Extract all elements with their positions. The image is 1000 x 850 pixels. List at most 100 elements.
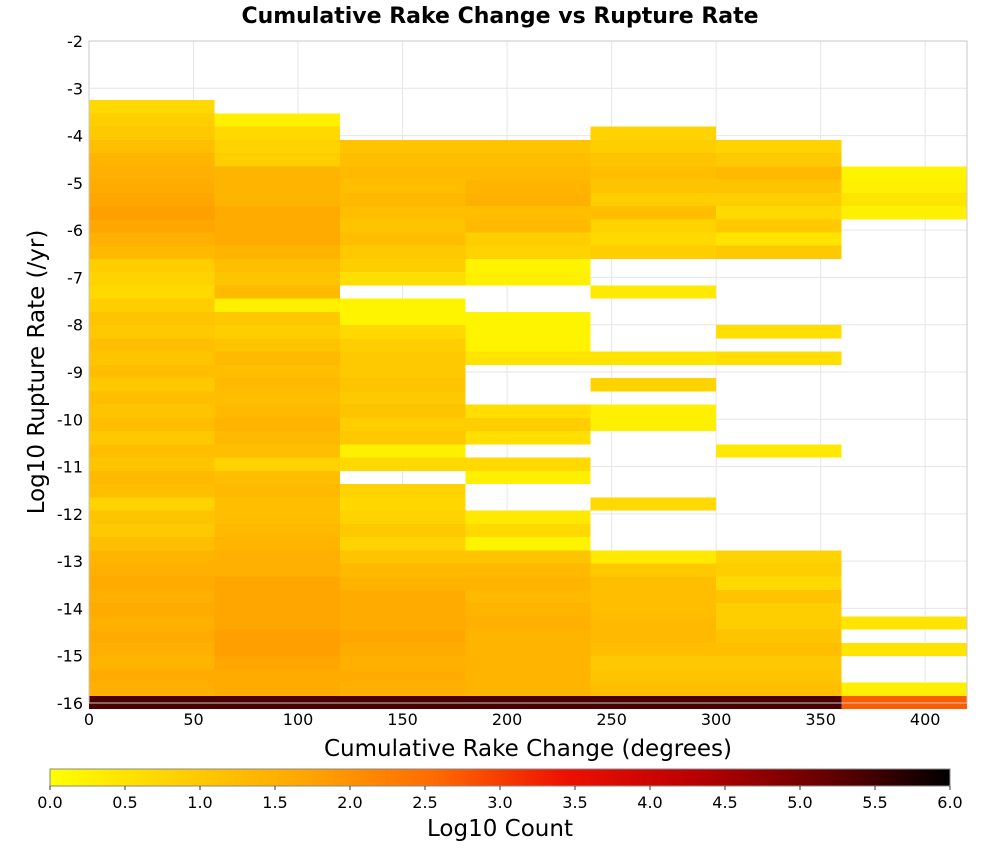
heatmap-cell [214, 338, 340, 352]
colorbar-tick-label: 3.5 [562, 793, 587, 812]
heatmap-cell [214, 563, 340, 577]
heatmap-cell [465, 404, 591, 418]
x-axis-label: Cumulative Rake Change (degrees) [324, 736, 732, 762]
heatmap-cell [465, 166, 591, 180]
heatmap-cell [89, 272, 215, 286]
y-axis-label: Log10 Rupture Rate (/yr) [24, 230, 50, 515]
heatmap-cell [214, 378, 340, 392]
heatmap-cell [465, 272, 591, 286]
heatmap-cell [590, 497, 717, 511]
heatmap-cell [339, 523, 466, 538]
y-tick-label: -15 [57, 647, 83, 666]
heatmap-cell [214, 298, 340, 312]
heatmap-cell [339, 272, 466, 286]
heatmap-cell [465, 616, 591, 630]
heatmap-cell [590, 179, 717, 193]
heatmap-cell [716, 179, 842, 193]
heatmap-cell [214, 484, 340, 498]
heatmap-cell [89, 589, 215, 604]
heatmap-cell [214, 431, 340, 445]
heatmap-cell [716, 192, 842, 207]
heatmap-cell [89, 245, 215, 259]
heatmap-cell [339, 258, 466, 273]
heatmap-cell [339, 378, 466, 392]
heatmap-cell [465, 656, 591, 670]
heatmap-cell [465, 589, 591, 604]
y-tick-label: -8 [67, 316, 83, 335]
heatmap-cell [89, 537, 215, 551]
heatmap-cell [339, 139, 466, 154]
heatmap-cell [465, 457, 591, 471]
heatmap-cell [339, 431, 466, 445]
heatmap-cell [339, 311, 466, 326]
heatmap-cell [214, 417, 340, 432]
heatmap-cell [590, 603, 717, 617]
heatmap-cell [716, 153, 842, 167]
heatmap-cell [590, 126, 717, 140]
heatmap-cell [590, 285, 717, 299]
heatmap-cell [590, 629, 717, 643]
colorbar-tick-label: 0.5 [112, 793, 137, 812]
heatmap-cell [841, 166, 967, 180]
heatmap-cell [465, 431, 591, 445]
heatmap-cell [214, 404, 340, 418]
heatmap-cell [339, 510, 466, 524]
heatmap-cell [339, 669, 466, 683]
heatmap-cell [841, 206, 967, 220]
heatmap-cell [339, 325, 466, 339]
heatmap-cell [89, 417, 215, 432]
heatmap-cell [339, 338, 466, 352]
heatmap-cell [465, 417, 591, 432]
heatmap-cell [89, 576, 215, 590]
y-tick-label: -13 [57, 552, 83, 571]
heatmap-cell [465, 206, 591, 220]
colorbar-tick-label: 5.5 [862, 793, 887, 812]
heatmap-cell [339, 417, 466, 432]
heatmap-cell [716, 616, 842, 630]
heatmap-cell [214, 272, 340, 286]
heatmap-cell [89, 682, 215, 696]
y-tick-label: -7 [67, 268, 83, 287]
heatmap-cell [89, 563, 215, 577]
heatmap-cell [465, 192, 591, 207]
heatmap-cell [214, 126, 340, 140]
colorbar-tick-label: 4.0 [637, 793, 662, 812]
heatmap-cell [339, 642, 466, 657]
heatmap-cell [465, 629, 591, 643]
heatmap-cell [339, 629, 466, 643]
heatmap-cell [89, 550, 215, 564]
heatmap-cell [465, 311, 591, 326]
heatmap-cell [590, 417, 717, 432]
heatmap-cell [89, 629, 215, 643]
heatmap-cell [214, 153, 340, 167]
heatmap-cell [590, 642, 717, 657]
heatmap-cell [590, 166, 717, 180]
y-tick-label: -5 [67, 174, 83, 193]
heatmap-cell [214, 258, 340, 273]
heatmap-cell [590, 206, 717, 220]
heatmap-cell [89, 153, 215, 167]
heatmap-cell [339, 219, 466, 233]
colorbar-tick-label: 1.5 [262, 793, 287, 812]
heatmap-cell [89, 298, 215, 312]
heatmap-cell [89, 457, 215, 471]
heatmap-cell [716, 219, 842, 233]
heatmap-cell [89, 656, 215, 670]
heatmap-cell [214, 285, 340, 299]
heatmap-cell [89, 391, 215, 405]
heatmap-cell [465, 523, 591, 538]
heatmap-cell [89, 510, 215, 524]
y-tick-label: -11 [57, 458, 83, 477]
heatmap-cell [89, 179, 215, 193]
y-tick-label: -16 [57, 694, 83, 713]
heatmap-cell [716, 351, 842, 365]
heatmap-cell [89, 192, 215, 207]
heatmap-cell [339, 563, 466, 577]
heatmap-cell [339, 206, 466, 220]
heatmap-cell [339, 576, 466, 590]
heatmap-cell [214, 537, 340, 551]
heatmap-cell [214, 219, 340, 233]
heatmap-cell [590, 656, 717, 670]
heatmap-cell [339, 457, 466, 471]
heatmap-cell [89, 166, 215, 180]
